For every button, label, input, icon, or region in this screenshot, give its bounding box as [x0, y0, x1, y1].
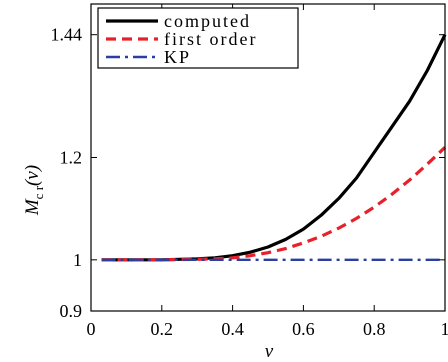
- x-tick-label: 1: [441, 319, 448, 339]
- plot-area: [101, 33, 447, 262]
- x-tick-label: 0.6: [292, 319, 315, 339]
- svg-text:Mc r(ν): Mc r(ν): [22, 165, 46, 216]
- x-axis-label: ν: [265, 341, 274, 362]
- x-tick-label: 0.4: [221, 319, 244, 339]
- y-axis-label-arg: (ν): [22, 165, 43, 186]
- y-axis-label-sub: c r: [31, 185, 46, 199]
- series-line-first-order: [101, 146, 447, 262]
- legend-label: computed: [164, 11, 251, 31]
- ticks: 0 0.2 0.4 0.6 0.8 1 0.9 1 1.2 1.44: [51, 4, 448, 339]
- x-tick-label: 0: [87, 319, 96, 339]
- y-axis-label: Mc r(ν): [22, 165, 46, 216]
- legend-label: first order: [164, 29, 257, 49]
- y-axis-label-base: M: [22, 198, 43, 216]
- x-tick-label: 0.2: [151, 319, 174, 339]
- y-tick-label: 1: [73, 250, 82, 270]
- x-tick-label: 0.8: [363, 319, 386, 339]
- y-tick-label: 1.44: [51, 25, 83, 45]
- y-tick-label: 0.9: [60, 301, 83, 321]
- y-tick-label: 1.2: [60, 148, 83, 168]
- legend-label: KP: [164, 47, 191, 67]
